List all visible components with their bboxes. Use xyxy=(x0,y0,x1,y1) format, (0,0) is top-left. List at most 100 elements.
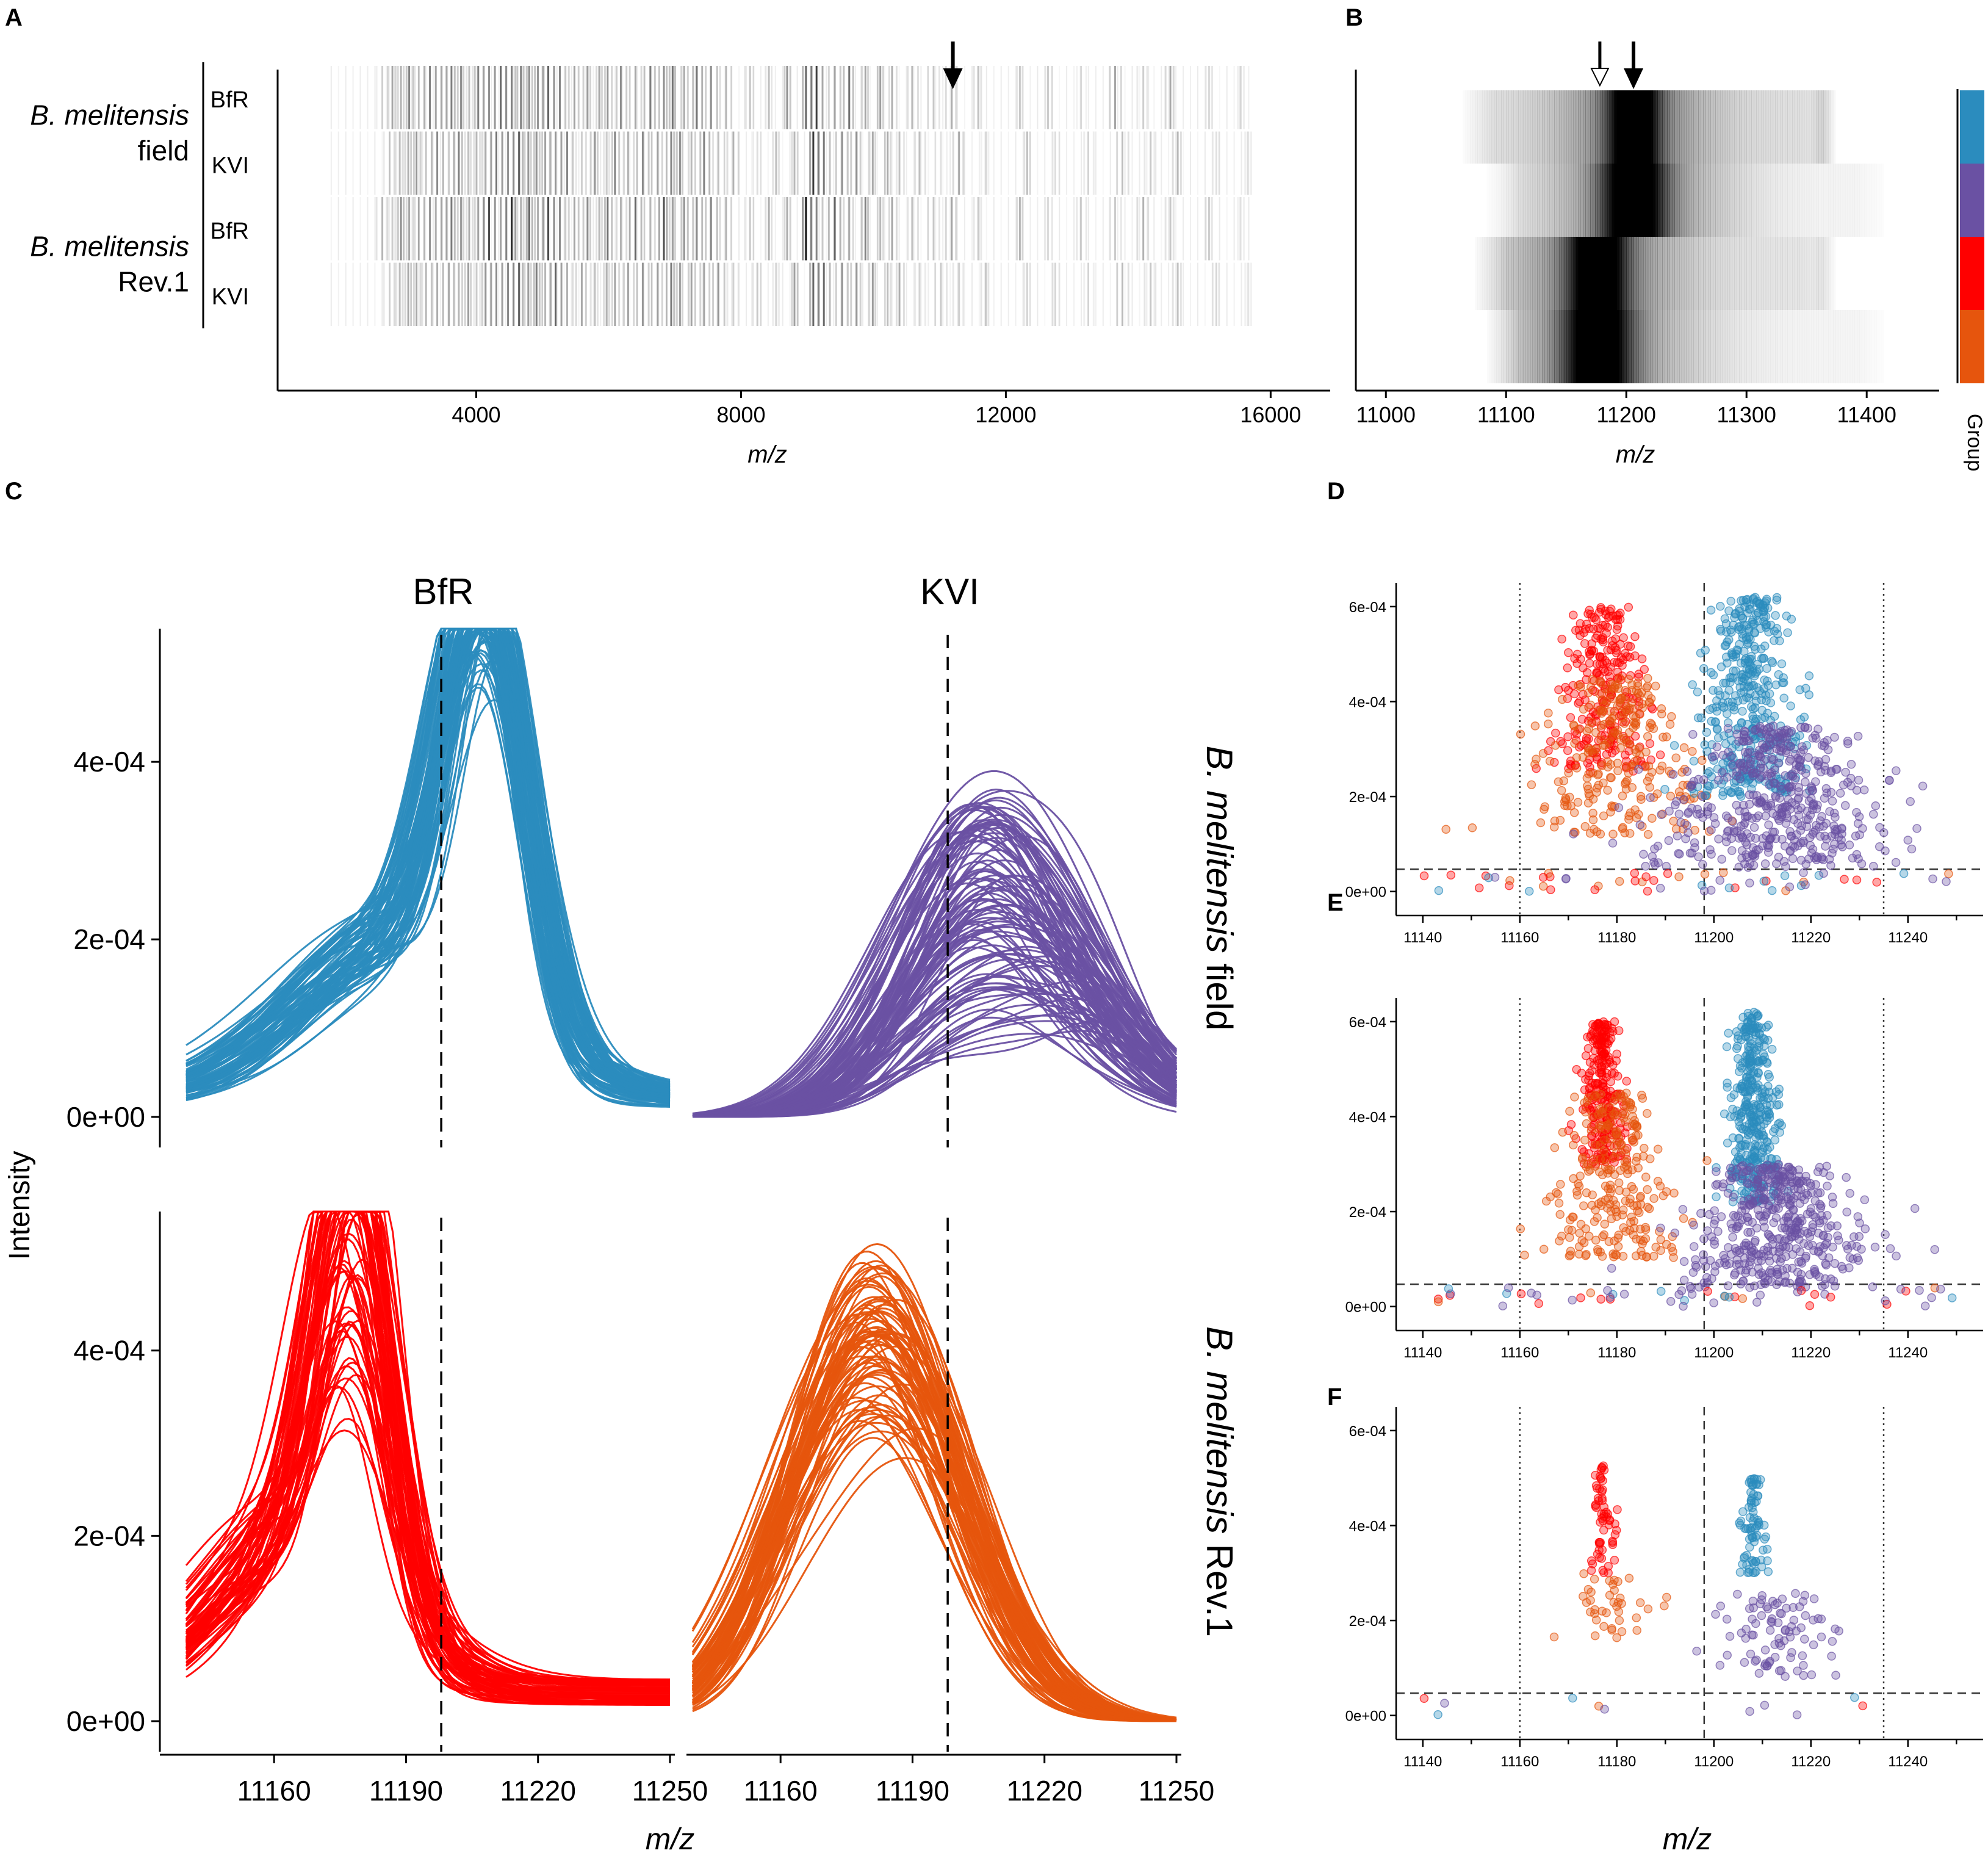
heatmap-cell xyxy=(1669,310,1673,383)
heatmap-background-band xyxy=(513,262,514,326)
data-point xyxy=(1619,709,1629,718)
data-point xyxy=(1554,1199,1564,1208)
heatmap-band xyxy=(810,197,812,261)
data-point xyxy=(1639,850,1648,859)
data-point xyxy=(1872,878,1881,887)
heatmap-band xyxy=(601,197,603,261)
heatmap-background-band xyxy=(964,131,965,195)
heatmap-band xyxy=(1211,66,1212,129)
heatmap-cell xyxy=(1708,310,1711,383)
data-point xyxy=(1749,619,1759,629)
heatmap-background-band xyxy=(527,262,528,326)
data-point xyxy=(1554,685,1563,695)
data-point xyxy=(1615,876,1624,886)
heatmap-band xyxy=(1150,131,1152,195)
heatmap-cell xyxy=(1749,90,1752,164)
heatmap-background-band xyxy=(1233,197,1235,261)
heatmap-cell xyxy=(1616,90,1619,164)
data-point xyxy=(1759,684,1768,693)
heatmap-band xyxy=(1047,197,1049,261)
heatmap-background-band xyxy=(949,66,951,129)
heatmap-band xyxy=(507,131,510,195)
heatmap-cell xyxy=(1477,90,1480,164)
data-point xyxy=(1557,1231,1566,1241)
heatmap-cell xyxy=(1563,310,1567,383)
heatmap-band xyxy=(855,262,858,326)
heatmap-cell xyxy=(1705,237,1709,310)
data-point xyxy=(1563,746,1572,755)
heatmap-background-band xyxy=(869,131,871,195)
heatmap-cell xyxy=(1486,237,1490,310)
x-axis-label: m/z xyxy=(1616,441,1655,468)
heatmap-cell xyxy=(1811,164,1815,237)
heatmap-cell xyxy=(1477,237,1480,310)
heatmap-background-band xyxy=(1000,131,1002,195)
data-point xyxy=(1618,1205,1628,1215)
data-point xyxy=(1745,1283,1754,1292)
heatmap-cell xyxy=(1571,237,1574,310)
heatmap-background-band xyxy=(855,66,856,129)
data-point xyxy=(1765,1109,1774,1119)
heatmap-band xyxy=(888,66,890,129)
heatmap-band xyxy=(786,66,788,129)
heatmap-cell xyxy=(1684,90,1687,164)
data-point xyxy=(1772,859,1781,869)
heatmap-band xyxy=(500,66,502,129)
data-point xyxy=(1775,636,1784,646)
heatmap-band xyxy=(1114,197,1116,261)
heatmap-cell xyxy=(1501,310,1504,383)
heatmap-band xyxy=(1150,262,1152,326)
heatmap-band xyxy=(951,66,953,129)
heatmap-background-band xyxy=(425,262,427,326)
heatmap-cell xyxy=(1614,237,1617,310)
heatmap-cell xyxy=(1744,164,1747,237)
heatmap-cell xyxy=(1869,164,1872,237)
heatmap-cell xyxy=(1506,164,1509,237)
heatmap-background-band xyxy=(1241,262,1242,326)
panel-letter-c: C xyxy=(5,478,23,505)
heatmap-cell xyxy=(1871,164,1875,237)
heatmap-background-band xyxy=(352,262,354,326)
data-point xyxy=(1724,1028,1733,1038)
heatmap-background-band xyxy=(1073,66,1075,129)
data-point xyxy=(1610,1069,1619,1078)
heatmap-band xyxy=(1172,66,1175,129)
spectrum-line xyxy=(692,925,1177,1118)
data-point xyxy=(1563,732,1572,742)
data-point xyxy=(1561,793,1571,803)
heatmap-band xyxy=(841,262,843,326)
data-point xyxy=(1842,1172,1851,1182)
heatmap-band xyxy=(772,131,774,195)
heatmap-band xyxy=(1021,66,1024,129)
heatmap-band xyxy=(751,131,754,195)
heatmap-band xyxy=(1127,131,1129,195)
heatmap-band xyxy=(744,66,746,129)
heatmap-cell xyxy=(1583,237,1586,310)
heatmap-cell xyxy=(1795,237,1798,310)
heatmap-cell xyxy=(1520,310,1524,383)
heatmap-background-band xyxy=(1226,262,1228,326)
data-point xyxy=(1618,824,1627,834)
heatmap-cell xyxy=(1525,237,1529,310)
heatmap-background-band xyxy=(1015,66,1017,129)
heatmap-band xyxy=(500,197,502,261)
heatmap-band xyxy=(450,66,453,129)
heatmap-band xyxy=(594,262,596,326)
heatmap-band xyxy=(946,131,948,195)
heatmap-band xyxy=(618,131,621,195)
heatmap-cell xyxy=(1727,164,1730,237)
data-point xyxy=(1633,678,1643,688)
heatmap-band xyxy=(815,66,818,129)
data-point xyxy=(1557,786,1566,795)
heatmap-cell xyxy=(1511,90,1514,164)
heatmap-cell xyxy=(1520,90,1524,164)
heatmap-band xyxy=(1215,131,1217,195)
heatmap-cell xyxy=(1842,164,1846,237)
heatmap-cell xyxy=(1465,90,1468,164)
heatmap-band xyxy=(860,66,863,129)
heatmap-background-band xyxy=(891,197,893,261)
heatmap-background-band xyxy=(1029,66,1031,129)
heatmap-background-band xyxy=(760,197,762,261)
heatmap-cell xyxy=(1710,90,1713,164)
heatmap-band xyxy=(796,131,799,195)
